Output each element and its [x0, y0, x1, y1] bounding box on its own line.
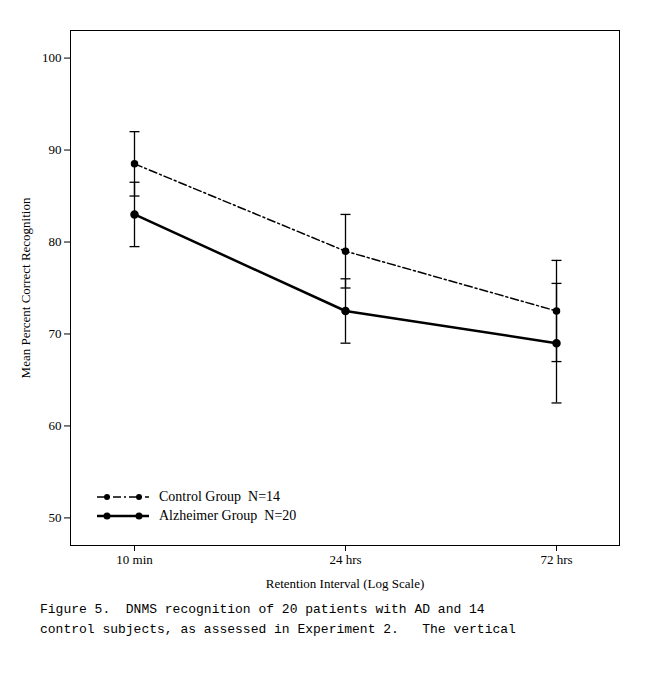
svg-text:72 hrs: 72 hrs: [540, 552, 572, 567]
svg-text:50: 50: [49, 510, 62, 525]
svg-text:90: 90: [49, 142, 62, 157]
svg-text:24 hrs: 24 hrs: [329, 552, 361, 567]
html-text:Alzheimer Group N=20: Alzheimer Group N=20: [159, 508, 297, 523]
html-text:Figure 5. DNMS recognition of: Figure 5. DNMS recognition of 20 patient…: [40, 602, 485, 617]
svg-text:70: 70: [49, 326, 62, 341]
svg-text:60: 60: [49, 418, 62, 433]
svg-text:Retention Interval (Log Scale): Retention Interval (Log Scale): [266, 576, 424, 591]
html-text:control subjects, as assessed: control subjects, as assessed in Experim…: [40, 622, 516, 637]
svg-text:10 min: 10 min: [116, 552, 153, 567]
svg-text:100: 100: [42, 50, 62, 65]
svg-text:Mean Percent Correct Recogniti: Mean Percent Correct Recognition: [18, 197, 33, 378]
html-text:Control Group N=14: Control Group N=14: [159, 489, 281, 504]
svg-text:80: 80: [49, 234, 62, 249]
